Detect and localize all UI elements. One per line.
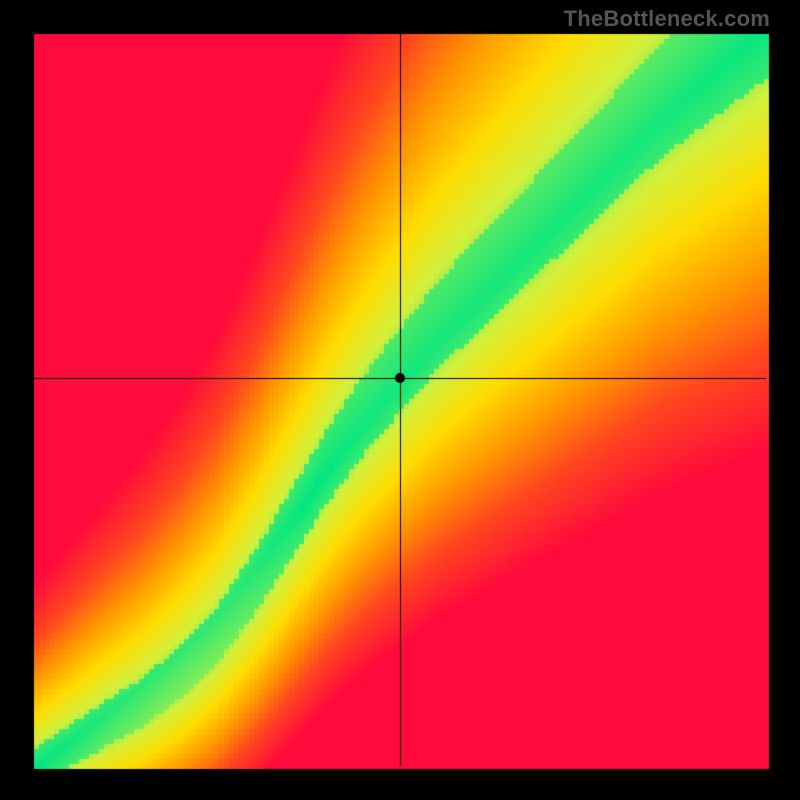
watermark-text: TheBottleneck.com: [564, 6, 770, 32]
bottleneck-heatmap: [0, 0, 800, 800]
